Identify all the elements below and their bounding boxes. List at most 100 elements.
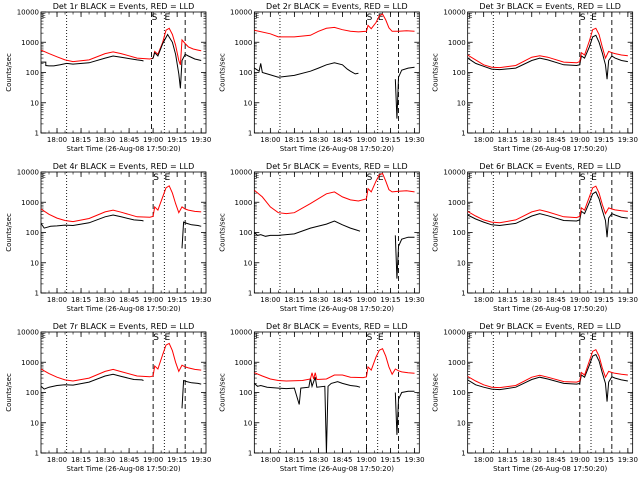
y-tick-label: 1 bbox=[461, 290, 465, 298]
x-tick-label: 18:15 bbox=[498, 456, 518, 464]
x-tick-label: 19:00 bbox=[356, 136, 376, 144]
y-axis-label: Counts/sec bbox=[5, 53, 13, 92]
plot-frame bbox=[253, 331, 420, 454]
corner-marker-label: E bbox=[469, 13, 473, 20]
y-tick-label: 10000 bbox=[443, 169, 465, 177]
x-tick-label: 18:00 bbox=[260, 136, 280, 144]
y-tick-label: 100 bbox=[239, 229, 252, 237]
x-axis-label: Start Time (26-Aug-08 17:50:20) bbox=[493, 465, 607, 473]
events-line bbox=[41, 214, 144, 229]
events-line bbox=[254, 377, 361, 453]
lld-line bbox=[467, 27, 628, 69]
x-tick-label: 19:15 bbox=[594, 456, 614, 464]
x-tick-label: 18:00 bbox=[47, 136, 67, 144]
y-tick-label: 10 bbox=[243, 419, 252, 427]
end-marker-label: E bbox=[591, 173, 597, 183]
lld-line bbox=[254, 13, 415, 38]
x-tick-label: 18:30 bbox=[522, 456, 542, 464]
x-tick-label: 18:15 bbox=[284, 136, 304, 144]
plot-frame bbox=[253, 171, 420, 294]
x-tick-label: 19:00 bbox=[356, 456, 376, 464]
x-tick-label: 19:00 bbox=[356, 296, 376, 304]
x-tick-label: 18:45 bbox=[546, 456, 566, 464]
x-tick-label: 18:45 bbox=[546, 296, 566, 304]
y-axis-label: Counts/sec bbox=[5, 213, 13, 252]
detector-chart: Det 7r BLACK = Events, RED = LLD 1 10 100 10… bbox=[5, 322, 211, 473]
x-tick-label: 19:00 bbox=[143, 456, 163, 464]
y-axis-label: Counts/sec bbox=[5, 373, 13, 412]
y-tick-label: 10 bbox=[243, 99, 252, 107]
corner-marker-label: E bbox=[255, 13, 259, 20]
x-axis-label: Start Time (26-Aug-08 17:50:20) bbox=[280, 305, 394, 313]
x-axis-label: Start Time (26-Aug-08 17:50:20) bbox=[280, 145, 394, 153]
chart-title: Det 8r BLACK = Events, RED = LLD bbox=[266, 322, 408, 331]
detector-chart: Det 6r BLACK = Events, RED = LLD 1 10 100 10… bbox=[432, 162, 638, 313]
x-tick-label: 19:15 bbox=[594, 136, 614, 144]
x-tick-label: 18:30 bbox=[95, 136, 115, 144]
chart-title: Det 2r BLACK = Events, RED = LLD bbox=[266, 2, 408, 11]
x-axis-label: Start Time (26-Aug-08 17:50:20) bbox=[493, 145, 607, 153]
x-tick-label: 19:30 bbox=[618, 456, 638, 464]
y-tick-label: 1000 bbox=[448, 39, 466, 47]
x-tick-label: 19:30 bbox=[191, 456, 211, 464]
y-tick-label: 10 bbox=[457, 419, 466, 427]
y-tick-label: 10 bbox=[30, 259, 39, 267]
events-line bbox=[41, 373, 144, 390]
x-tick-label: 18:15 bbox=[284, 296, 304, 304]
start-marker-label: S bbox=[367, 13, 373, 23]
x-tick-label: 18:45 bbox=[119, 296, 139, 304]
detector-chart: Det 8r BLACK = Events, RED = LLD 1 10 100 10… bbox=[218, 322, 424, 473]
x-tick-label: 18:30 bbox=[522, 296, 542, 304]
x-tick-label: 18:00 bbox=[474, 456, 494, 464]
y-axis-label: Counts/sec bbox=[218, 213, 226, 252]
end-marker-label: E bbox=[591, 13, 597, 23]
y-tick-label: 100 bbox=[26, 69, 39, 77]
detector-chart: Det 2r BLACK = Events, RED = LLD 1 10 100 10… bbox=[218, 2, 424, 153]
y-tick-label: 10000 bbox=[443, 9, 465, 17]
corner-marker-label: E bbox=[469, 173, 473, 180]
y-tick-label: 10 bbox=[457, 99, 466, 107]
chart-title: Det 9r BLACK = Events, RED = LLD bbox=[479, 322, 621, 331]
x-tick-label: 19:15 bbox=[594, 296, 614, 304]
y-tick-label: 1 bbox=[248, 450, 252, 458]
events-line-late bbox=[394, 390, 415, 435]
y-tick-label: 1 bbox=[35, 130, 39, 138]
y-tick-label: 10 bbox=[30, 419, 39, 427]
y-axis-label: Counts/sec bbox=[218, 53, 226, 92]
x-tick-label: 19:15 bbox=[167, 296, 187, 304]
x-tick-label: 18:00 bbox=[474, 296, 494, 304]
chart-title: Det 1r BLACK = Events, RED = LLD bbox=[53, 2, 195, 11]
x-tick-label: 18:45 bbox=[332, 136, 352, 144]
events-line bbox=[41, 55, 144, 67]
y-tick-label: 10 bbox=[243, 259, 252, 267]
end-marker-label: E bbox=[591, 333, 597, 343]
events-line bbox=[467, 191, 628, 238]
plot-frame bbox=[40, 331, 207, 454]
chart-title: Det 7r BLACK = Events, RED = LLD bbox=[53, 322, 195, 331]
x-tick-label: 18:00 bbox=[260, 456, 280, 464]
x-axis-label: Start Time (26-Aug-08 17:50:20) bbox=[66, 465, 180, 473]
x-tick-label: 18:00 bbox=[474, 136, 494, 144]
corner-marker-label: E bbox=[469, 333, 473, 340]
y-tick-label: 1000 bbox=[448, 359, 466, 367]
end-marker-label: E bbox=[165, 13, 171, 23]
end-marker-label: E bbox=[165, 333, 171, 343]
y-tick-label: 1 bbox=[461, 130, 465, 138]
end-marker-label: E bbox=[378, 13, 384, 23]
events-line-late bbox=[394, 235, 415, 279]
y-tick-label: 10000 bbox=[17, 329, 39, 337]
x-tick-label: 18:30 bbox=[308, 456, 328, 464]
x-tick-label: 18:30 bbox=[95, 456, 115, 464]
x-tick-label: 18:45 bbox=[332, 296, 352, 304]
detector-chart: Det 3r BLACK = Events, RED = LLD 1 10 100 10… bbox=[432, 2, 638, 153]
lld-line bbox=[41, 27, 202, 65]
y-tick-label: 1000 bbox=[21, 199, 39, 207]
x-tick-label: 18:15 bbox=[71, 296, 91, 304]
lld-line bbox=[254, 348, 415, 382]
x-tick-label: 19:15 bbox=[167, 456, 187, 464]
x-tick-label: 19:30 bbox=[404, 136, 424, 144]
x-tick-label: 19:15 bbox=[380, 296, 400, 304]
y-tick-label: 1000 bbox=[21, 359, 39, 367]
y-tick-label: 1000 bbox=[235, 39, 253, 47]
x-tick-label: 19:15 bbox=[380, 136, 400, 144]
